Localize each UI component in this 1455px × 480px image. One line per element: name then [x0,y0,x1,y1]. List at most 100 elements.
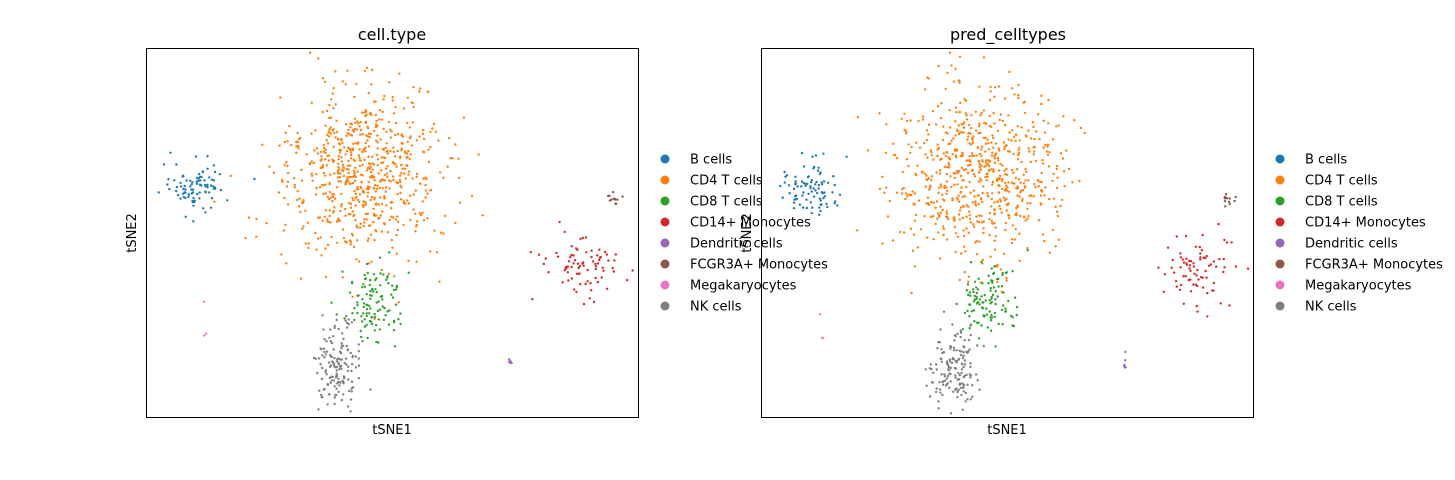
data-point [962,234,966,238]
data-point [415,172,419,175]
data-point [200,184,203,187]
data-point [1083,131,1086,135]
data-point [1026,217,1029,220]
data-point [388,81,391,84]
data-point [332,348,335,351]
data-point [1018,139,1021,142]
data-point [315,172,318,176]
data-point [575,272,579,275]
data-point [175,185,179,189]
data-point [967,231,970,234]
data-point [960,371,963,375]
data-point [332,145,335,148]
data-point [354,142,357,145]
data-point [376,158,380,161]
data-point [982,314,985,317]
legend-label: B cells [690,153,732,168]
data-point [962,179,965,182]
data-point [1029,201,1032,205]
data-point [326,218,329,221]
data-point [965,227,968,230]
data-point [394,105,397,109]
data-point [371,68,374,72]
data-point [1205,276,1208,279]
data-point [335,374,338,377]
data-point [972,300,976,303]
data-point [1209,263,1213,266]
data-point [183,184,186,188]
data-point [162,163,166,166]
data-point [376,134,379,137]
data-point [807,192,810,196]
data-point [1010,169,1014,172]
data-point [301,201,304,204]
data-point [945,192,948,195]
data-point [1055,164,1059,168]
data-point [939,328,942,331]
data-point [379,138,382,141]
data-point [384,146,387,150]
data-point [1037,185,1040,188]
data-point [367,237,370,240]
data-point [1040,189,1043,192]
data-point [962,390,965,393]
data-point [379,284,382,287]
data-point [1027,129,1030,132]
data-point [383,173,386,177]
data-point [331,128,334,132]
data-point [969,376,972,379]
data-point [408,194,412,197]
data-point [451,157,454,160]
data-point [386,152,390,155]
data-point [357,294,360,297]
data-point [458,176,461,179]
data-point [321,77,325,80]
data-point [1024,219,1027,222]
data-point [960,393,963,397]
data-point [366,167,370,170]
data-point [1046,153,1050,156]
data-point [434,130,437,133]
data-point [1055,210,1059,213]
data-point [990,316,994,319]
data-point [356,226,359,229]
data-point [416,220,419,223]
data-point [965,350,968,354]
data-point [392,178,395,182]
data-point [418,87,422,90]
data-point [952,137,955,140]
data-point [570,245,573,248]
data-point [951,323,954,326]
data-point [993,157,997,160]
data-point [965,114,968,117]
data-point [317,57,320,60]
data-point [598,258,601,262]
data-point [951,153,954,156]
data-point [953,148,957,151]
data-point [414,212,417,215]
data-point [419,182,422,185]
data-point [818,197,821,200]
data-point [573,259,577,262]
data-point [414,230,417,233]
data-point [324,369,327,372]
data-point [1223,238,1226,242]
data-point [945,186,948,189]
data-point [329,381,332,384]
data-point [1052,197,1056,200]
data-point [960,252,963,255]
data-point [962,131,965,134]
data-point [316,152,320,155]
data-point [964,99,968,103]
data-point [994,142,998,145]
data-point [809,201,812,204]
data-point [422,137,426,141]
data-point [391,175,395,178]
x-axis-label: tSNE1 [987,423,1027,438]
data-point [204,211,207,214]
data-point [590,289,593,292]
data-point [1028,150,1031,153]
data-point [956,378,959,381]
data-point [937,146,941,150]
data-point [1040,102,1043,106]
